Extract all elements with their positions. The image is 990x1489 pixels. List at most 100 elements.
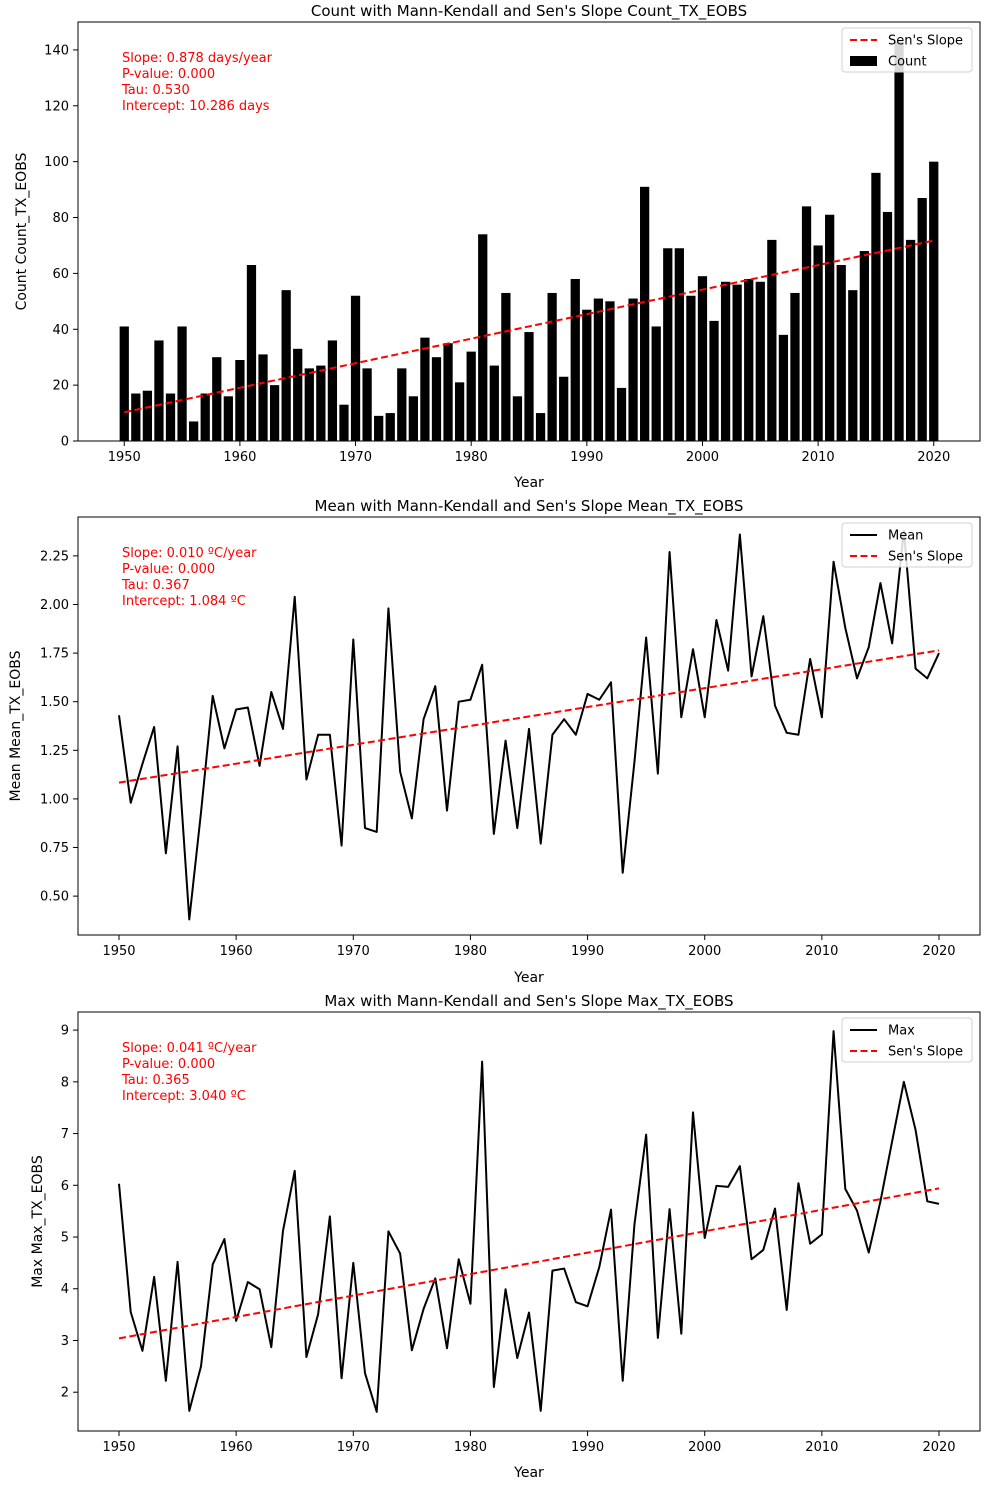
bar — [512, 396, 523, 441]
x-tick-label: 2000 — [686, 450, 719, 465]
x-tick-label: 1970 — [337, 1440, 370, 1455]
bar — [663, 248, 673, 441]
bar — [674, 248, 684, 441]
y-axis-label: Max Max_TX_EOBS — [30, 1155, 46, 1288]
y-tick-label: 20 — [52, 379, 69, 394]
bar — [420, 337, 430, 441]
bar — [466, 351, 476, 441]
bar — [593, 298, 604, 441]
sens-slope-line — [124, 239, 934, 414]
bar — [339, 404, 349, 441]
y-tick-label: 2.25 — [40, 549, 69, 564]
y-axis-label: Mean Mean_TX_EOBS — [8, 650, 24, 801]
bar — [651, 326, 661, 441]
bar — [640, 186, 650, 441]
y-tick-label: 1.25 — [40, 744, 69, 759]
series-line — [118, 1030, 940, 1413]
bar — [616, 387, 627, 441]
y-tick-label: 6 — [61, 1179, 69, 1194]
stats-annotation: P-value: 0.000 — [122, 562, 215, 577]
y-axis-label: Count Count_TX_EOBS — [14, 152, 30, 310]
bar — [605, 301, 615, 441]
y-tick-label: 1.50 — [40, 695, 69, 710]
x-tick-label: 2000 — [688, 1440, 721, 1455]
bar — [350, 295, 361, 441]
bar — [142, 390, 153, 441]
x-tick-label: 2010 — [805, 1440, 838, 1455]
y-tick-label: 4 — [61, 1282, 69, 1297]
bar — [848, 290, 858, 441]
bar — [177, 326, 187, 441]
bar — [212, 357, 222, 441]
y-tick-label: 80 — [52, 211, 69, 226]
bar — [686, 295, 696, 441]
legend-label: Sen's Slope — [888, 550, 963, 565]
x-axis-label: Year — [513, 1465, 544, 1481]
stats-annotation: Intercept: 1.084 ºC — [122, 594, 246, 609]
x-tick-label: 1980 — [455, 450, 488, 465]
stats-annotation: Slope: 0.010 ºC/year — [122, 546, 257, 561]
x-tick-label: 2020 — [917, 450, 950, 465]
bar — [258, 354, 268, 441]
bar — [697, 276, 708, 441]
bar — [397, 368, 407, 441]
bar — [709, 320, 719, 441]
x-tick-label: 1990 — [571, 1440, 604, 1455]
bar — [454, 382, 465, 441]
legend-label: Max — [888, 1024, 915, 1039]
chart-title: Mean with Mann-Kendall and Sen's Slope M… — [315, 497, 744, 516]
stats-annotation: P-value: 0.000 — [122, 1057, 215, 1072]
bar — [489, 365, 499, 441]
x-tick-label: 1970 — [339, 450, 372, 465]
y-tick-label: 0.75 — [40, 841, 69, 856]
sens-slope-line — [118, 649, 940, 784]
chart-panel-1: Count with Mann-Kendall and Sen's Slope … — [14, 2, 981, 491]
x-tick-label: 2020 — [922, 1440, 955, 1455]
x-tick-label: 1960 — [220, 944, 253, 959]
x-tick-label: 1960 — [220, 1440, 253, 1455]
bar — [732, 284, 742, 441]
bar — [408, 396, 418, 441]
axes-frame — [77, 1011, 981, 1432]
y-tick-label: 7 — [61, 1127, 69, 1142]
legend-handle-bar — [850, 56, 877, 66]
stats-annotation: Intercept: 3.040 ºC — [122, 1089, 246, 1104]
bar — [813, 245, 823, 441]
bar — [223, 396, 233, 441]
legend-label: Sen's Slope — [888, 1045, 963, 1060]
y-tick-label: 9 — [61, 1024, 69, 1039]
stats-annotation: Slope: 0.878 days/year — [122, 51, 273, 66]
bar — [269, 385, 280, 441]
chart-title: Count with Mann-Kendall and Sen's Slope … — [311, 2, 747, 21]
axes-frame — [77, 21, 981, 442]
bar — [154, 340, 164, 441]
y-tick-label: 1.00 — [40, 792, 69, 807]
x-tick-label: 1950 — [102, 944, 135, 959]
x-axis-label: Year — [513, 475, 544, 491]
bar — [119, 326, 129, 441]
bar — [628, 298, 638, 441]
legend: Mean Sen's Slope — [841, 522, 973, 568]
stats-annotation: Intercept: 10.286 days — [122, 99, 270, 114]
bar — [801, 206, 812, 441]
bar — [778, 334, 789, 441]
bar — [859, 251, 869, 441]
bar — [478, 234, 488, 441]
bar — [720, 281, 731, 441]
bar — [385, 413, 395, 441]
bar — [755, 281, 765, 441]
x-tick-label: 1980 — [454, 944, 487, 959]
bar — [246, 265, 257, 441]
y-tick-label: 100 — [44, 155, 69, 170]
stats-annotation: Slope: 0.041 ºC/year — [122, 1041, 257, 1056]
bar — [744, 278, 754, 441]
stats-annotation: Tau: 0.530 — [121, 83, 190, 98]
bar — [501, 292, 511, 441]
bar — [929, 161, 939, 441]
x-tick-label: 1970 — [337, 944, 370, 959]
x-tick-label: 1950 — [108, 450, 141, 465]
bar — [917, 197, 927, 441]
bar — [871, 172, 881, 441]
bar-series — [119, 41, 939, 441]
